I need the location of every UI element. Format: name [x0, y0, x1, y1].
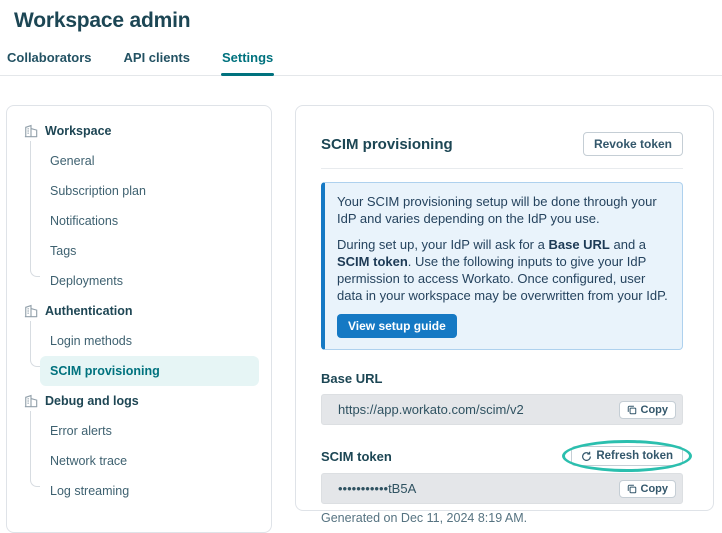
- building-icon: [24, 304, 38, 318]
- info-text: During set up, your IdP will ask for a: [337, 237, 549, 252]
- scim-provisioning-panel: SCIM provisioning Revoke token Your SCIM…: [295, 105, 714, 525]
- sidebar-item-log-streaming[interactable]: Log streaming: [50, 484, 130, 498]
- sidebar-section-authentication-header[interactable]: Authentication: [7, 296, 271, 326]
- scim-token-masked-value: •••••••••••tB5A: [338, 481, 417, 496]
- sidebar-item-tags[interactable]: Tags: [50, 244, 77, 258]
- sidebar-section-label: Workspace: [45, 124, 112, 138]
- sidebar-item-subscription-plan[interactable]: Subscription plan: [50, 184, 146, 198]
- tab-collaborators[interactable]: Collaborators: [7, 50, 92, 65]
- copy-icon: [627, 484, 637, 494]
- refresh-token-annotation-ellipse: Refresh token: [562, 440, 692, 472]
- info-paragraph-1: Your SCIM provisioning setup will be don…: [337, 194, 657, 226]
- sidebar-section-label: Authentication: [45, 304, 133, 318]
- scim-token-copy-button[interactable]: Copy: [618, 479, 676, 498]
- sidebar-section-label: Debug and logs: [45, 394, 139, 408]
- refresh-token-button[interactable]: Refresh token: [571, 446, 683, 466]
- base-url-copy-button[interactable]: Copy: [618, 400, 676, 419]
- copy-label: Copy: [640, 403, 669, 416]
- sidebar-item-general[interactable]: General: [50, 154, 95, 168]
- sidebar-item-scim-provisioning[interactable]: SCIM provisioning: [40, 356, 259, 386]
- view-setup-guide-button[interactable]: View setup guide: [337, 314, 457, 338]
- tab-settings[interactable]: Settings: [220, 50, 275, 76]
- info-bold-scim-token: SCIM token: [337, 254, 408, 269]
- token-generated-timestamp: Generated on Dec 11, 2024 8:19 AM.: [321, 511, 528, 525]
- sidebar-item-login-methods[interactable]: Login methods: [50, 334, 133, 348]
- sidebar-section-workspace-header[interactable]: Workspace: [7, 116, 271, 146]
- base-url-label: Base URL: [321, 371, 383, 386]
- scim-token-field: •••••••••••tB5A Copy: [321, 473, 683, 504]
- panel-heading: SCIM provisioning: [321, 135, 453, 153]
- revoke-token-button[interactable]: Revoke token: [582, 132, 683, 156]
- refresh-icon: [581, 451, 592, 462]
- scim-token-label: SCIM token: [321, 448, 392, 464]
- scim-info-alert: Your SCIM provisioning setup will be don…: [321, 182, 683, 350]
- sidebar-item-notifications[interactable]: Notifications: [50, 214, 119, 228]
- building-icon: [24, 394, 38, 408]
- building-icon: [24, 124, 38, 138]
- base-url-field: https://app.workato.com/scim/v2 Copy: [321, 394, 683, 425]
- sidebar-section-debug-and-logs-header[interactable]: Debug and logs: [7, 386, 271, 416]
- sidebar-section-authentication: Authentication Login methods SCIM provis…: [7, 296, 271, 386]
- sidebar-item-error-alerts[interactable]: Error alerts: [50, 424, 112, 438]
- info-paragraph-2: During set up, your IdP will ask for a B…: [337, 236, 668, 304]
- sidebar-section-workspace: Workspace General Subscription plan Noti…: [7, 116, 271, 296]
- page-title: Workspace admin: [14, 9, 191, 32]
- info-text: . Use the following inputs to give your …: [337, 254, 668, 303]
- heading-divider: [321, 168, 683, 169]
- info-text: and a: [609, 237, 647, 252]
- refresh-label: Refresh token: [596, 450, 673, 462]
- copy-icon: [627, 405, 637, 415]
- tab-bar: Collaborators API clients Settings: [0, 50, 722, 76]
- info-bold-base-url: Base URL: [548, 237, 610, 252]
- tab-api-clients[interactable]: API clients: [123, 50, 190, 65]
- base-url-value: https://app.workato.com/scim/v2: [338, 402, 524, 417]
- copy-label: Copy: [640, 482, 669, 495]
- sidebar-section-debug-and-logs: Debug and logs Error alerts Network trac…: [7, 386, 271, 506]
- settings-sidebar: Workspace General Subscription plan Noti…: [6, 105, 272, 533]
- sidebar-item-deployments[interactable]: Deployments: [50, 274, 123, 288]
- sidebar-item-network-trace[interactable]: Network trace: [50, 454, 128, 468]
